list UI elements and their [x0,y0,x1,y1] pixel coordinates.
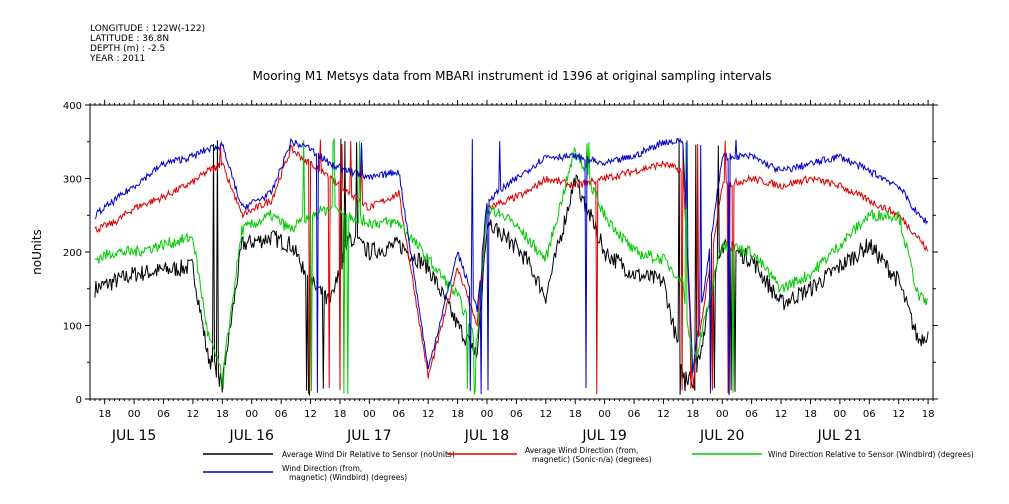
y-tick-label: 100 [63,322,82,333]
series-line [94,138,929,397]
y-tick-label: 300 [63,175,82,186]
y-tick-label: 200 [63,248,82,259]
x-tick-label: 06 [745,409,758,420]
x-tick-label: 06 [392,409,405,420]
x-tick-label: 12 [539,409,552,420]
legend-label: magnetic) (Sonic-n/a) (degrees) [532,455,652,464]
x-tick-label: 12 [657,409,670,420]
x-tick-label: 00 [716,409,729,420]
x-tick-label: 06 [157,409,170,420]
x-tick-label: 06 [863,409,876,420]
x-tick-label: 18 [804,409,817,420]
meta-line: DEPTH (m) : -2.5 [90,44,165,54]
day-label: JUL 19 [581,428,626,444]
x-tick-label: 00 [481,409,494,420]
x-tick-label: 12 [775,409,788,420]
x-tick-label: 18 [334,409,347,420]
series-layer [94,137,929,397]
x-tick-label: 00 [598,409,611,420]
x-tick-label: 12 [892,409,905,420]
day-label: JUL 16 [229,428,275,444]
x-tick-label: 00 [834,409,847,420]
x-tick-label: 00 [363,409,376,420]
day-label: JUL 15 [111,428,156,444]
x-tick-label: 18 [216,409,229,420]
x-tick-label: 12 [187,409,200,420]
meta-line: LONGITUDE : 122W(-122) [90,24,205,34]
x-tick-label: 18 [98,409,111,420]
day-label: JUL 21 [817,428,862,444]
legend-label: Wind Direction (from, [282,464,362,473]
y-tick-label: 0 [76,395,82,406]
x-tick-label: 18 [922,409,935,420]
meta-block: LONGITUDE : 122W(-122) LATITUDE : 36.8N … [89,24,205,64]
axis-ticks: 0 100 200 300 400 18 00 06 12 18 00 06 12 18 00 06 12 18 0… [63,100,938,444]
x-tick-label: 06 [275,409,288,420]
legend-label: Average Wind Dir Relative to Sensor (noU… [282,450,455,459]
series-line [94,139,929,395]
meta-line: YEAR : 2011 [89,54,145,64]
x-tick-label: 00 [245,409,258,420]
y-tick-label: 400 [63,101,82,112]
legend-label: Average Wind Direction (from, [525,446,638,455]
y-axis-label: noUnits [30,229,44,275]
series-line [94,138,929,395]
x-tick-label: 12 [304,409,317,420]
legend: Average Wind Dir Relative to Sensor (noU… [203,446,974,482]
x-tick-label: 18 [686,409,699,420]
plot-frame [89,104,934,400]
legend-label: magnetic) (Windbird) (degrees) [289,473,407,482]
meta-line: LATITUDE : 36.8N [90,34,169,44]
x-tick-label: 00 [128,409,141,420]
day-label: JUL 20 [699,428,744,444]
day-label: JUL 17 [346,428,391,444]
x-tick-label: 06 [510,409,523,420]
series-line [94,137,929,395]
x-tick-label: 12 [422,409,435,420]
day-label: JUL 18 [464,428,509,444]
legend-label: Wind Direction Relative to Sensor (Windb… [768,450,974,459]
x-tick-label: 06 [628,409,641,420]
x-tick-label: 18 [451,409,464,420]
chart-title: Mooring M1 Metsys data from MBARI instru… [253,69,772,83]
x-tick-label: 18 [569,409,582,420]
